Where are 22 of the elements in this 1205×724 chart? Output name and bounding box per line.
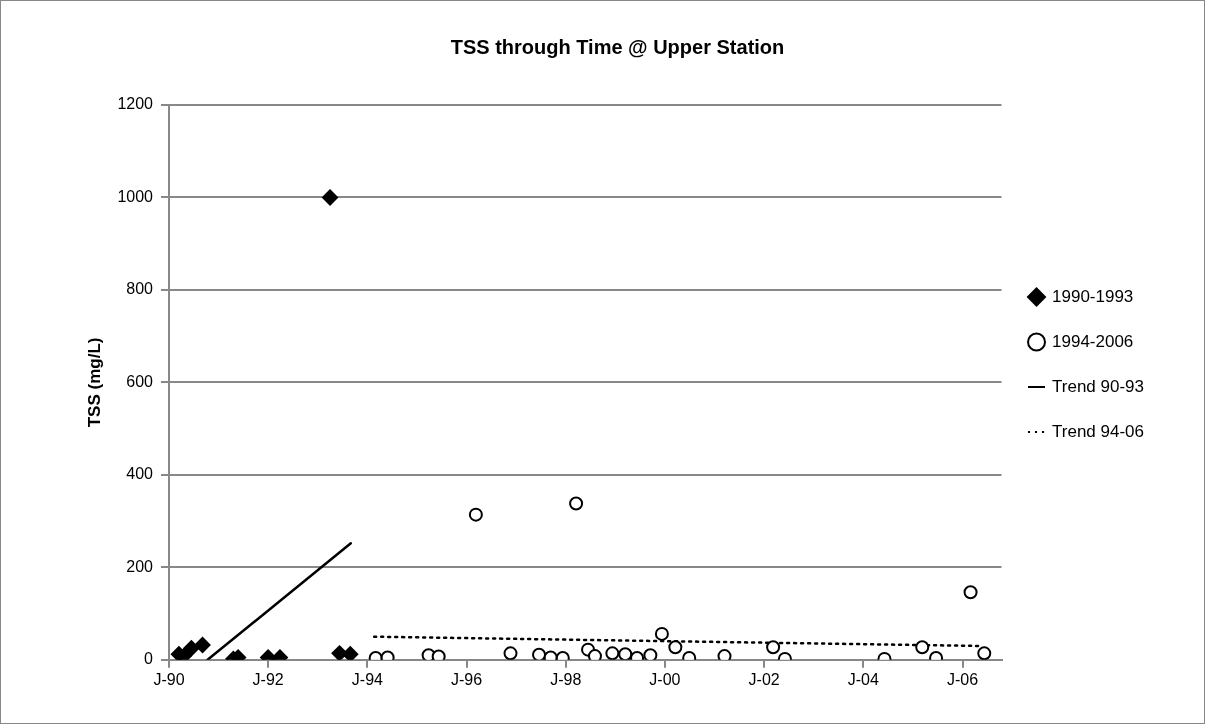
y-tick-label: 800 — [126, 280, 154, 298]
x-tick-label: J-96 — [450, 670, 483, 688]
x-tick-label: J-00 — [649, 670, 681, 688]
legend-label: Trend 90-93 — [1052, 376, 1144, 396]
x-tick-label: J-94 — [351, 670, 384, 688]
x-tick-label: J-06 — [946, 670, 979, 688]
y-tick-label: 1000 — [117, 187, 154, 205]
y-tick-label: 200 — [126, 557, 154, 575]
x-tick-label: J-92 — [252, 670, 284, 688]
y-axis-title: TSS (mg/L) — [84, 337, 104, 428]
x-tick-label: J-04 — [847, 670, 879, 688]
legend-label: 1990-1993 — [1052, 286, 1134, 306]
legend-label: Trend 94-06 — [1052, 421, 1144, 441]
chart-title: TSS through Time @ Upper Station — [450, 35, 785, 58]
y-tick-label: 0 — [144, 650, 154, 668]
y-tick-label: 600 — [126, 372, 154, 390]
x-tick-label: J-02 — [748, 670, 780, 688]
x-tick-label: J-90 — [153, 670, 185, 688]
y-tick-label: 400 — [126, 465, 154, 483]
legend-label: 1994-2006 — [1052, 331, 1134, 351]
y-tick-label: 1200 — [117, 95, 154, 113]
x-tick-label: J-98 — [550, 670, 582, 688]
